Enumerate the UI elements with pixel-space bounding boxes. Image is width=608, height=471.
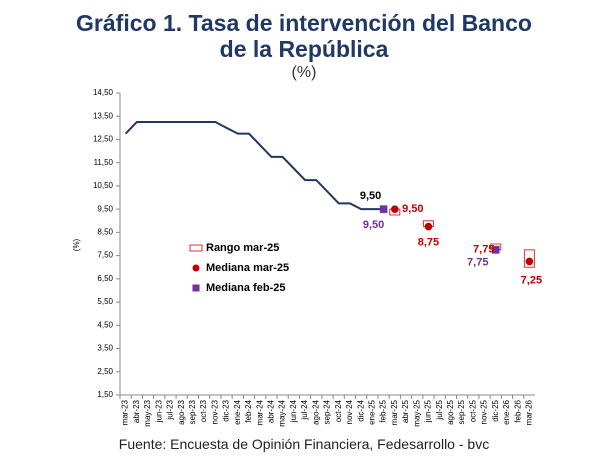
x-tick-label: oct-23: [199, 399, 208, 422]
median-point: [491, 246, 500, 254]
x-tick-label: mar-24: [255, 399, 264, 425]
legend-swatch: [192, 264, 200, 272]
data-label: 8,75: [418, 236, 439, 248]
legend-label: Mediana feb-25: [206, 282, 285, 294]
y-tick-label: 12,50: [93, 135, 114, 144]
legend-swatch: [189, 244, 203, 252]
x-tick-label: oct-24: [334, 399, 343, 422]
y-tick-label: 4,50: [97, 320, 113, 329]
chart-title: Gráfico 1. Tasa de intervención del Banc…: [76, 10, 532, 62]
x-tick-label: ene-25: [367, 399, 376, 424]
x-tick-label: mar-23: [121, 399, 130, 425]
x-tick-label: feb-25: [379, 399, 388, 422]
y-tick-label: 9,50: [97, 204, 113, 213]
y-tick-label: 2,50: [97, 367, 113, 376]
y-tick-label: 7,50: [97, 251, 113, 260]
x-tick-label: ene-24: [233, 399, 242, 424]
x-tick-label: jul-25: [435, 399, 444, 420]
y-tick-label: 8,50: [97, 227, 113, 236]
x-tick-label: ago-23: [177, 399, 186, 424]
y-tick-label: 10,50: [93, 181, 114, 190]
x-tick-label: jul-24: [300, 399, 309, 420]
x-tick-label: abr-23: [132, 399, 141, 423]
chart-subtitle: (%): [291, 64, 317, 81]
x-tick-label: jul-23: [166, 399, 175, 420]
x-tick-label: sep-24: [323, 399, 332, 424]
x-tick-label: abr-24: [267, 399, 276, 423]
y-tick-label: 1,50: [97, 390, 113, 399]
x-tick-label: dic-23: [222, 399, 231, 421]
data-label: 9,50: [360, 190, 381, 202]
x-tick-label: may-23: [143, 399, 152, 426]
x-tick-label: may-24: [278, 399, 287, 426]
y-tick-label: 6,50: [97, 274, 113, 283]
legend-label: Mediana mar-25: [206, 262, 289, 274]
legend-swatch: [192, 284, 200, 292]
source-note: Fuente: Encuesta de Opinión Financiera, …: [118, 436, 490, 452]
median-point: [424, 222, 433, 231]
x-tick-label: may-25: [412, 399, 421, 426]
x-tick-label: sep-25: [457, 399, 466, 424]
y-tick-label: 11,50: [94, 158, 114, 167]
x-tick-label: ago-24: [311, 399, 320, 424]
median-point: [379, 205, 388, 213]
y-tick-label: 3,50: [97, 344, 113, 353]
y-tick-label: 5,50: [97, 297, 113, 306]
data-label: 9,50: [402, 203, 423, 215]
x-tick-label: dic-24: [356, 399, 365, 421]
x-tick-label: feb-24: [244, 399, 253, 422]
rate-line: [124, 121, 384, 211]
x-tick-label: ene-26: [502, 399, 511, 424]
x-tick-label: dic-25: [491, 399, 500, 421]
x-tick-label: ago-25: [446, 399, 455, 424]
y-tick-label: 13,50: [93, 111, 114, 120]
x-tick-label: nov-24: [345, 399, 354, 424]
x-tick-label: feb-26: [513, 399, 522, 422]
legend-label: Rango mar-25: [206, 242, 279, 254]
x-tick-label: mar-25: [390, 399, 399, 425]
x-tick-label: jun-23: [154, 399, 163, 423]
median-point: [390, 205, 399, 213]
data-label: 9,50: [363, 219, 384, 231]
data-label: 7,25: [521, 274, 542, 286]
x-tick-label: nov-25: [480, 399, 489, 424]
x-tick-label: nov-23: [210, 399, 219, 424]
x-tick-label: jun-24: [289, 399, 298, 423]
x-tick-label: mar-26: [525, 399, 534, 425]
x-tick-label: sep-23: [188, 399, 197, 424]
y-tick-label: 14,50: [93, 88, 114, 97]
x-tick-label: oct-25: [468, 399, 477, 422]
y-axis-label: (%): [72, 238, 81, 251]
data-label: 7,75: [473, 244, 494, 256]
x-tick-label: abr-25: [401, 399, 410, 423]
range-box: [523, 249, 535, 268]
median-point: [525, 257, 534, 266]
data-label: 7,75: [467, 257, 488, 269]
x-tick-label: jun-25: [424, 399, 433, 423]
